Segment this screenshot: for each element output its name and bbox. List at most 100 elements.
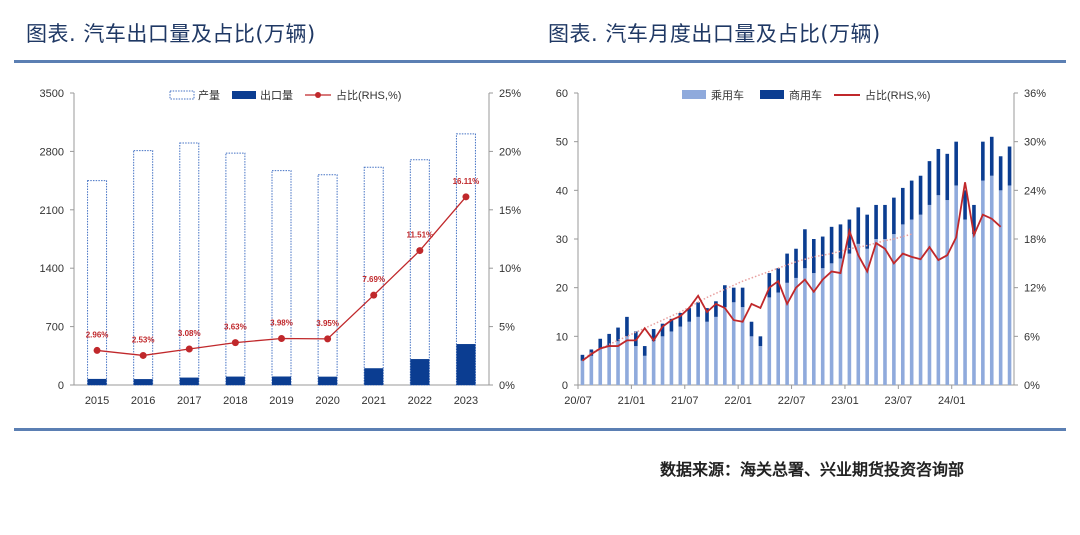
right-chart: 60 50 40 30 20 10 0 36% 30% 24% 18% 12% 6% 0% 20/07 21/…: [556, 88, 1046, 407]
passenger-bar: [847, 253, 852, 385]
passenger-bar: [918, 214, 923, 385]
production-bar: [409, 159, 430, 386]
x-tick-label: 22/01: [724, 395, 752, 407]
ratio-data-label: 16.11%: [453, 177, 480, 186]
commercial-bar: [705, 308, 709, 322]
commercial-bar: [687, 308, 692, 322]
commercial-bar: [998, 156, 1003, 191]
passenger-bar: [776, 292, 781, 385]
production-bar: [225, 152, 246, 386]
commercial-bar: [829, 226, 834, 264]
passenger-bar: [794, 277, 798, 385]
passenger-bar: [616, 341, 620, 385]
passenger-bar: [651, 341, 656, 385]
ratio-point: [324, 335, 332, 343]
y-right-tick-label: 5%: [499, 322, 515, 334]
passenger-bar: [981, 180, 985, 385]
production-bar: [455, 133, 476, 386]
ratio-data-label: 3.98%: [270, 319, 293, 328]
commercial-bar: [678, 312, 683, 327]
x-tick-label: 21/07: [671, 395, 699, 407]
y-right-tick-label: 15%: [499, 205, 521, 217]
y-tick-label: 50: [556, 137, 568, 149]
ratio-point: [278, 335, 285, 343]
ratio-data-label: 7.69%: [362, 275, 385, 284]
export-bar: [364, 368, 384, 385]
commercial-bar: [660, 323, 665, 337]
ratio-data-label: 3.63%: [224, 323, 247, 332]
legend-label-ratio: 占比(RHS,%): [865, 88, 930, 102]
commercial-bar: [616, 327, 620, 342]
ratio-point: [231, 339, 239, 347]
production-bar: [317, 174, 338, 386]
commercial-bar: [607, 333, 611, 347]
right-chart-title: 图表. 汽车月度出口量及占比(万辆): [548, 22, 881, 46]
export-bar: [272, 376, 291, 385]
passenger-bar: [589, 355, 594, 385]
export-bar: [410, 359, 430, 385]
y-tick-label: 2100: [40, 205, 64, 217]
commercial-bar: [865, 214, 869, 249]
legend-label-ratio: 占比(RHS,%): [336, 88, 401, 102]
x-tick-label: 2016: [131, 395, 155, 407]
export-bar: [87, 378, 107, 385]
passenger-bar: [625, 336, 629, 385]
left-chart: 3500 2800 2100 1400 700 0 25% 20% 15% 10% 5% 0% 2015…: [40, 88, 522, 407]
passenger-bar: [865, 248, 869, 385]
passenger-bar: [954, 185, 958, 385]
ratio-data-label: 11.51%: [406, 231, 433, 240]
x-tick-label: 2022: [408, 395, 432, 407]
ratio-point: [370, 291, 378, 299]
y-right-tick-label: 24%: [1024, 185, 1046, 197]
export-bar: [179, 377, 199, 385]
x-tick-label: 2023: [454, 395, 478, 407]
ratio-data-label: 3.95%: [316, 319, 339, 328]
passenger-bar: [945, 200, 950, 385]
passenger-bar: [909, 219, 914, 385]
y-right-tick-label: 25%: [499, 88, 521, 100]
passenger-bar: [856, 243, 861, 385]
x-tick-label: 2015: [85, 395, 109, 407]
y-tick-label: 1400: [40, 263, 64, 275]
commercial-bar: [847, 219, 852, 254]
production-bar: [87, 180, 108, 386]
legend-label-passenger: 乘用车: [711, 88, 744, 102]
legend-label-export: 出口量: [260, 88, 293, 102]
export-bar: [133, 379, 153, 385]
y-right-tick-label: 36%: [1024, 88, 1046, 100]
commercial-bar: [820, 236, 825, 269]
ratio-point: [139, 351, 147, 359]
commercial-bar: [811, 239, 816, 274]
y-tick-label: 3500: [40, 88, 64, 100]
passenger-bar: [874, 239, 878, 385]
legend-label-production: 产量: [198, 88, 220, 102]
ratio-point: [416, 247, 424, 255]
commercial-bar: [625, 316, 629, 337]
passenger-bar: [705, 321, 709, 385]
commercial-bar: [785, 253, 789, 283]
x-tick-label: 2021: [361, 395, 385, 407]
trend-line: [581, 233, 912, 362]
commercial-bar: [856, 207, 861, 244]
commercial-bar: [669, 318, 674, 332]
passenger-bar: [598, 348, 603, 385]
commercial-bar: [874, 204, 878, 239]
legend-label-commercial: 商用车: [789, 88, 822, 102]
passenger-bar: [669, 331, 674, 385]
passenger-bar: [883, 239, 887, 385]
passenger-bar: [634, 346, 638, 385]
y-right-tick-label: 10%: [499, 263, 521, 275]
commercial-bar: [883, 204, 887, 239]
y-right-tick-label: 0%: [499, 380, 515, 392]
ratio-point: [93, 346, 101, 354]
y-tick-label: 20: [556, 283, 568, 295]
top-divider: [14, 60, 1066, 63]
commercial-bar: [963, 190, 967, 220]
commercial-bar: [927, 161, 932, 205]
y-tick-label: 700: [46, 322, 64, 334]
passenger-bar: [1007, 185, 1012, 385]
y-right-tick-label: 20%: [499, 146, 521, 158]
commercial-bar: [892, 197, 896, 235]
passenger-bar: [900, 224, 905, 385]
x-tick-label: 2018: [223, 395, 247, 407]
